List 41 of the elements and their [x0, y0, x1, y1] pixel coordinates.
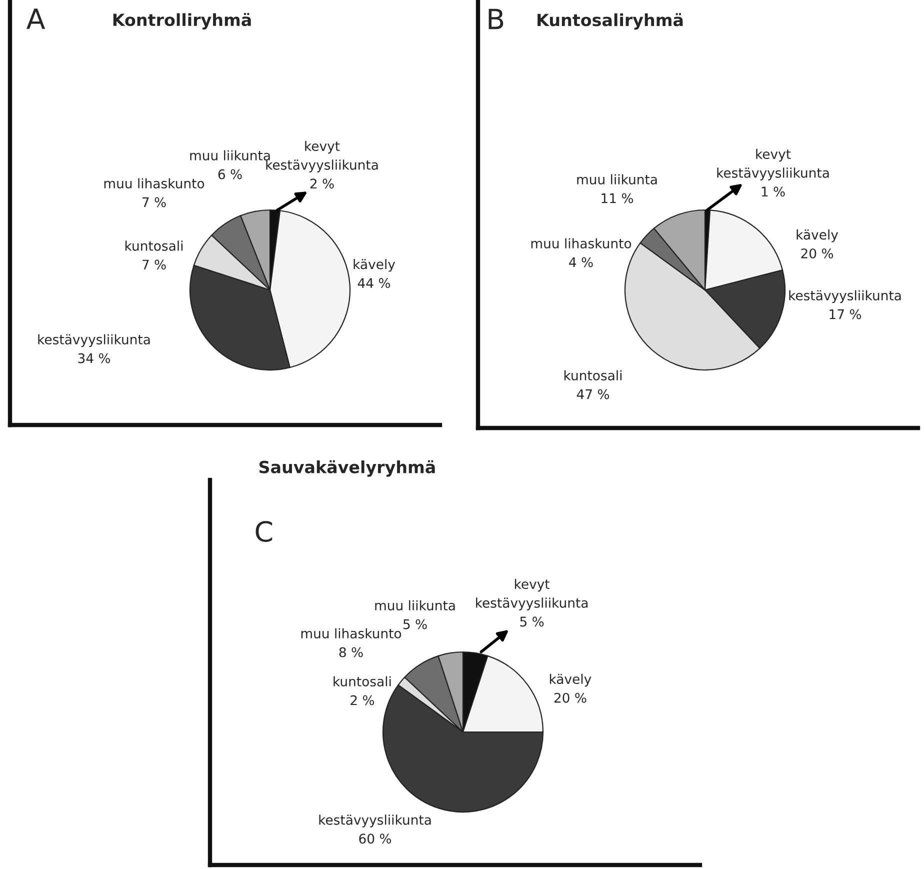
slice-label: kevyt kestävyysliikunta: [717, 148, 829, 180]
data-label: 20 %: [801, 248, 834, 258]
slice-label: kuntosali: [334, 676, 391, 686]
slice-label: kävely: [796, 229, 838, 242]
slice-label: kuntosali: [125, 240, 183, 251]
data-label: 2 %: [350, 695, 374, 706]
slice-label: kävely: [550, 674, 592, 687]
slice-label: muu liikunta: [375, 600, 455, 610]
data-label: 6 %: [218, 169, 242, 180]
slice-label: muu lihaskunto: [531, 238, 632, 248]
data-label: 4 %: [569, 257, 593, 268]
slice-label: muu liikunta: [577, 174, 657, 184]
data-label: 34 %: [78, 353, 110, 364]
slice-label: kuntosali: [564, 370, 622, 380]
slice-label: kävely: [354, 259, 396, 272]
data-label: 47 %: [576, 389, 610, 400]
data-label: 1 %: [762, 186, 785, 197]
data-label: 7 %: [142, 260, 166, 270]
chart-title: Kontrolliryhmä: [113, 13, 251, 30]
data-label: 17 %: [830, 309, 862, 320]
text: A: [26, 8, 46, 29]
slice-label: kevyt kestävyysliikunta: [476, 578, 588, 610]
slice-label: muu lihaskunto: [301, 628, 402, 638]
data-label: 44 %: [358, 278, 390, 288]
chart-title: Sauvakävelyryhmä: [259, 460, 435, 477]
data-label: 7 %: [142, 197, 166, 208]
data-label: 2 %: [310, 178, 334, 189]
slice-label: kestävyysliikunta: [38, 334, 150, 347]
slice-label: kestävyysliikunta: [789, 290, 901, 303]
text: C: [256, 520, 272, 542]
data-label: 60 %: [359, 834, 392, 844]
slice-label: muu lihaskunto: [104, 178, 204, 188]
data-label: 5 %: [403, 619, 427, 630]
chart-title: Kuntosaliryhmä: [538, 13, 683, 30]
data-label: 8 %: [339, 647, 363, 658]
text: B: [488, 8, 504, 30]
data-label: 20 %: [554, 692, 586, 703]
slice-label: muu liikunta: [190, 150, 270, 160]
slice-label: kestävyysliikunta: [319, 814, 431, 828]
data-label: 5 %: [520, 616, 544, 627]
data-label: 11 %: [602, 193, 634, 204]
